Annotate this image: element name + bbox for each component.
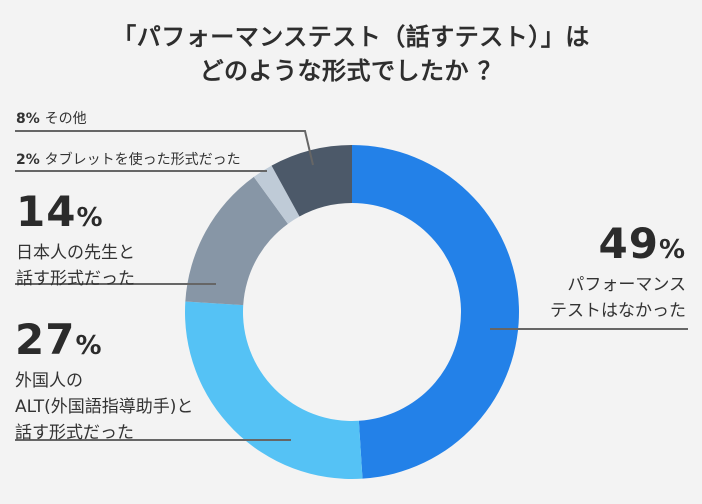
- label-alt-line1: 外国人の: [15, 371, 83, 391]
- label-alt-num: 27: [15, 315, 76, 364]
- slice-japanese: [185, 176, 288, 306]
- slice-other: [271, 145, 352, 217]
- slice-none: [352, 145, 520, 479]
- slice-tablet: [253, 165, 300, 224]
- label-other-text: その他: [44, 111, 87, 127]
- label-none-pct: %: [658, 235, 686, 265]
- slice-alt: [185, 301, 363, 479]
- label-none-line1: パフォーマンス: [567, 275, 686, 295]
- label-none-line2: テストはなかった: [550, 301, 686, 321]
- leader-line-other: [15, 130, 314, 166]
- label-alt: 27% 外国人の ALT(外国語指導助手)と 話す形式だった: [15, 318, 193, 446]
- label-alt-line2: ALT(外国語指導助手)と: [15, 397, 194, 417]
- label-japanese-value: 14%: [16, 190, 135, 240]
- donut-slices: [185, 145, 520, 479]
- label-none: 49% パフォーマンス テストはなかった: [550, 222, 686, 324]
- chart-title-line2: どのような形式でしたか ？: [199, 57, 503, 85]
- label-tablet-text: タブレットを使った形式だった: [44, 152, 241, 168]
- label-none-value: 49%: [550, 222, 686, 272]
- label-alt-pct: %: [75, 331, 103, 361]
- label-japanese-num: 14: [16, 187, 77, 236]
- label-japanese: 14% 日本人の先生と 話す形式だった: [16, 190, 135, 292]
- leader-lines: [15, 130, 688, 441]
- label-japanese-line2: 話す形式だった: [16, 269, 135, 289]
- label-other: 8% その他: [16, 108, 87, 128]
- label-other-pct: 8%: [16, 111, 40, 127]
- label-japanese-line1: 日本人の先生と: [16, 243, 135, 263]
- label-tablet-pct: 2%: [16, 152, 40, 168]
- label-japanese-pct: %: [76, 203, 104, 233]
- chart-title: 「パフォーマンステスト（話すテスト）」は どのような形式でしたか ？: [0, 20, 702, 88]
- label-none-num: 49: [598, 219, 659, 268]
- chart-title-line1: 「パフォーマンステスト（話すテスト）」は: [112, 23, 590, 51]
- label-alt-line3: 話す形式だった: [15, 423, 134, 443]
- label-alt-value: 27%: [15, 318, 193, 368]
- label-tablet: 2% タブレットを使った形式だった: [16, 149, 241, 169]
